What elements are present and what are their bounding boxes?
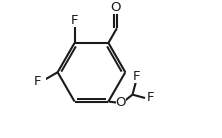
Text: F: F (133, 70, 140, 83)
Text: F: F (71, 14, 78, 27)
Text: F: F (34, 75, 41, 88)
Text: O: O (115, 96, 126, 109)
Text: O: O (110, 1, 121, 14)
Text: F: F (147, 91, 154, 104)
